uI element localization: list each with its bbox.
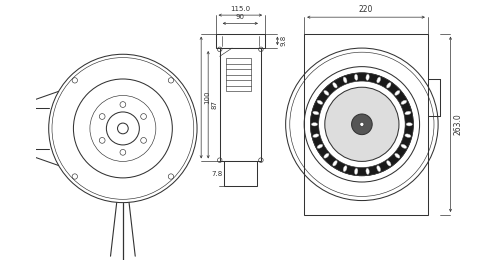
Ellipse shape: [405, 134, 411, 138]
Circle shape: [325, 87, 399, 161]
Text: 90: 90: [236, 14, 245, 20]
Ellipse shape: [343, 77, 347, 83]
Circle shape: [360, 122, 364, 126]
Ellipse shape: [377, 166, 381, 171]
Circle shape: [311, 73, 414, 176]
Ellipse shape: [354, 74, 358, 80]
Ellipse shape: [354, 168, 358, 174]
Ellipse shape: [405, 111, 411, 115]
Ellipse shape: [324, 91, 329, 95]
Text: 9.8: 9.8: [281, 35, 286, 46]
Bar: [220, 48, 261, 161]
Ellipse shape: [395, 91, 400, 95]
Ellipse shape: [317, 100, 323, 104]
Ellipse shape: [387, 161, 391, 166]
Ellipse shape: [406, 123, 412, 126]
Ellipse shape: [312, 123, 317, 126]
Ellipse shape: [401, 144, 407, 149]
Ellipse shape: [343, 166, 347, 171]
Ellipse shape: [313, 134, 319, 138]
Ellipse shape: [333, 83, 337, 88]
Text: 263.0: 263.0: [454, 114, 462, 135]
Ellipse shape: [333, 161, 337, 166]
Circle shape: [318, 81, 405, 168]
Ellipse shape: [366, 74, 369, 80]
Ellipse shape: [324, 153, 329, 158]
Ellipse shape: [317, 144, 323, 149]
Text: 220: 220: [359, 5, 373, 14]
Ellipse shape: [377, 77, 381, 83]
Ellipse shape: [401, 100, 407, 104]
Bar: [226, 58, 250, 91]
Text: 100: 100: [204, 91, 210, 104]
Ellipse shape: [395, 153, 400, 158]
Ellipse shape: [387, 83, 391, 88]
Text: 87: 87: [211, 100, 217, 109]
Bar: [224, 161, 257, 186]
Circle shape: [352, 114, 372, 135]
Ellipse shape: [313, 111, 319, 115]
Bar: [215, 34, 265, 48]
Text: 7.8: 7.8: [211, 171, 223, 177]
Text: 115.0: 115.0: [230, 6, 250, 12]
Ellipse shape: [366, 168, 369, 174]
Bar: [304, 34, 428, 215]
